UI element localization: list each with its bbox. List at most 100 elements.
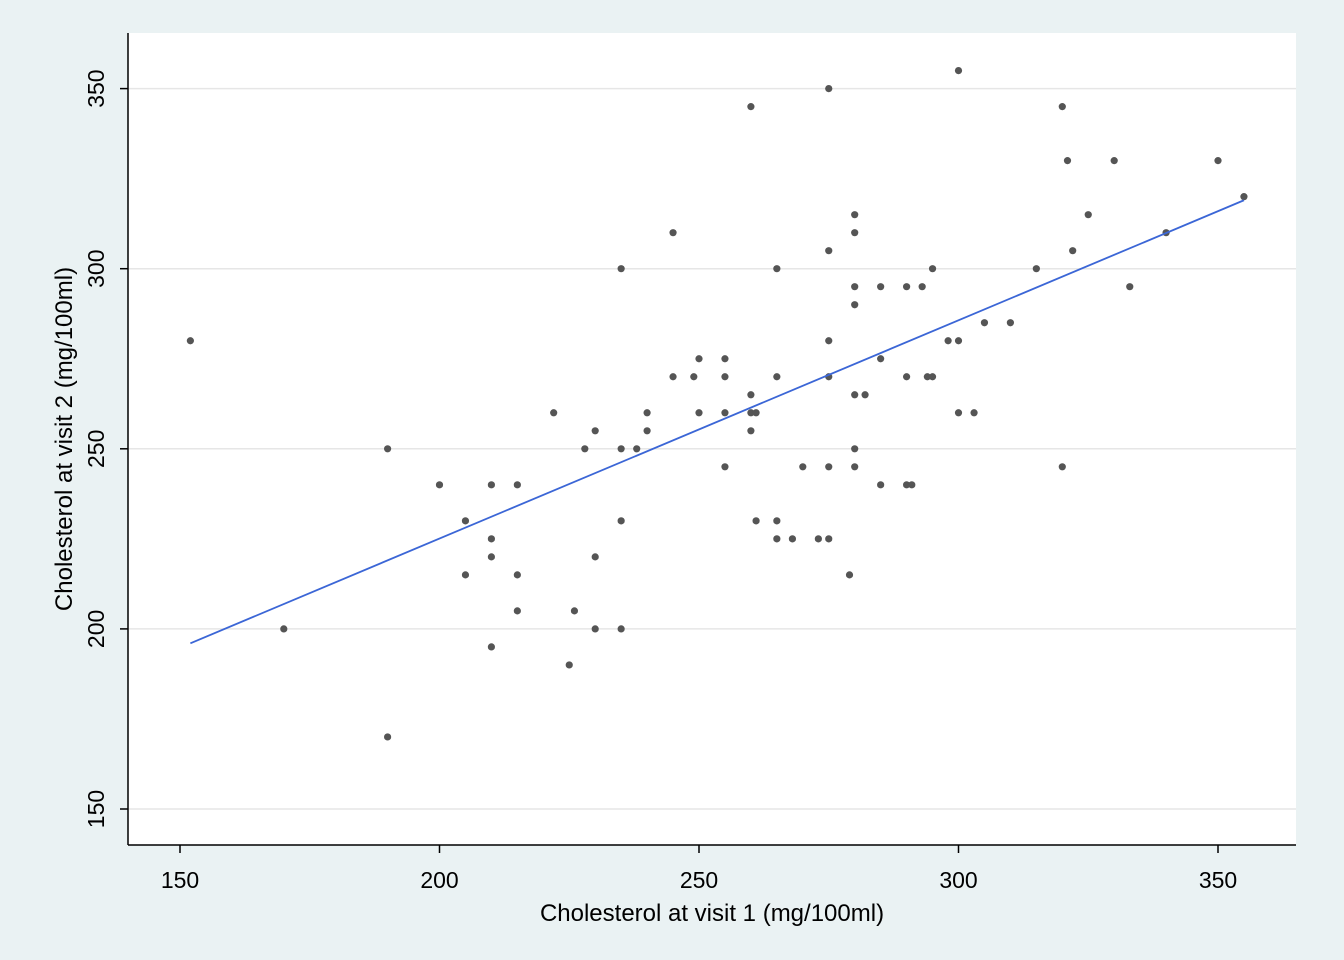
data-point xyxy=(954,337,963,345)
data-point xyxy=(825,337,833,345)
data-point xyxy=(918,283,926,291)
data-point xyxy=(773,265,781,273)
data-point xyxy=(617,445,625,453)
x-tick-label: 200 xyxy=(420,867,458,893)
data-point xyxy=(591,427,599,435)
x-tick-label: 350 xyxy=(1199,867,1237,893)
data-point xyxy=(851,301,859,309)
data-point xyxy=(565,661,573,669)
data-point xyxy=(773,535,781,543)
data-point xyxy=(1032,265,1040,273)
data-point xyxy=(581,445,589,453)
data-point xyxy=(690,373,698,381)
data-point xyxy=(1240,193,1248,201)
data-point xyxy=(877,481,885,489)
data-point xyxy=(1006,319,1015,327)
data-point xyxy=(487,643,495,651)
fit-line-group xyxy=(190,199,1245,645)
data-point xyxy=(747,427,755,435)
data-point xyxy=(186,337,194,345)
data-point xyxy=(877,283,885,291)
data-point xyxy=(721,355,729,363)
data-point xyxy=(461,517,470,525)
scatter-points xyxy=(186,66,1248,741)
data-point xyxy=(752,409,760,417)
data-point xyxy=(633,445,641,453)
y-axis-label: Cholesterol at visit 2 (mg/100ml) xyxy=(51,267,78,611)
y-tick-label: 150 xyxy=(83,790,109,828)
x-tick-label: 150 xyxy=(161,867,199,893)
data-point xyxy=(695,409,703,417)
x-axis-ticks: 150 200 250 300 350 xyxy=(161,845,1237,893)
data-point xyxy=(487,553,495,561)
y-tick-label: 350 xyxy=(83,69,109,107)
data-point xyxy=(1063,157,1072,165)
data-point xyxy=(280,625,288,633)
x-axis-label: Cholesterol at visit 1 (mg/100ml) xyxy=(540,900,884,927)
data-point xyxy=(617,517,625,525)
data-point xyxy=(643,409,651,417)
data-point xyxy=(773,517,781,525)
data-point xyxy=(1058,463,1066,471)
data-point xyxy=(487,481,495,489)
data-point xyxy=(669,229,677,237)
x-tick-label: 250 xyxy=(680,867,718,893)
data-point xyxy=(747,391,755,399)
y-tick-label: 200 xyxy=(83,610,109,648)
data-point xyxy=(550,409,558,417)
data-point xyxy=(928,265,937,273)
data-point xyxy=(825,535,833,543)
data-point xyxy=(980,319,989,327)
data-point xyxy=(825,463,833,471)
data-point xyxy=(643,427,651,435)
data-point xyxy=(1126,283,1134,291)
data-point xyxy=(773,373,781,381)
data-point xyxy=(825,85,833,93)
data-point xyxy=(1110,157,1118,165)
data-point xyxy=(954,66,963,75)
data-point xyxy=(721,409,729,417)
x-tick-label: 300 xyxy=(939,867,977,893)
data-point xyxy=(908,481,916,489)
data-point xyxy=(851,463,859,471)
data-point xyxy=(669,373,677,381)
data-point xyxy=(591,625,599,633)
data-point xyxy=(903,481,911,489)
data-point xyxy=(617,625,625,633)
data-point xyxy=(1084,211,1092,219)
data-point xyxy=(1058,103,1066,111)
data-point xyxy=(435,481,444,489)
data-point xyxy=(851,211,859,219)
data-point xyxy=(747,409,755,417)
data-point xyxy=(861,391,869,399)
data-point xyxy=(747,103,755,111)
data-point xyxy=(384,733,392,741)
data-point xyxy=(851,445,859,453)
data-point xyxy=(695,355,703,363)
y-tick-label: 300 xyxy=(83,250,109,288)
data-point xyxy=(799,463,807,471)
data-point xyxy=(617,265,625,273)
plot-area xyxy=(128,33,1296,845)
data-point xyxy=(461,571,470,579)
data-point xyxy=(513,481,521,489)
data-point xyxy=(825,247,833,255)
data-point xyxy=(814,535,822,543)
data-point xyxy=(851,229,859,237)
data-point xyxy=(721,463,729,471)
data-point xyxy=(721,373,729,381)
y-tick-label: 250 xyxy=(83,430,109,468)
data-point xyxy=(513,607,521,615)
data-point xyxy=(752,517,760,525)
data-point xyxy=(1214,157,1222,165)
data-point xyxy=(851,283,859,291)
data-point xyxy=(903,283,911,291)
data-point xyxy=(570,607,579,615)
data-point xyxy=(970,409,978,417)
data-point xyxy=(954,409,963,417)
data-point xyxy=(845,571,854,579)
data-point xyxy=(384,445,392,453)
grid-lines xyxy=(128,87,1296,810)
data-point xyxy=(487,535,495,543)
